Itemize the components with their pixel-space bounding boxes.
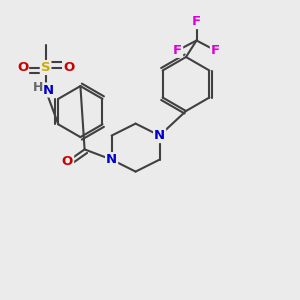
Text: N: N [106,153,117,166]
Text: O: O [63,61,74,74]
Text: F: F [211,44,220,57]
Text: N: N [43,83,54,97]
Text: S: S [41,61,50,74]
Text: F: F [173,44,182,57]
Text: H: H [33,81,43,94]
Text: O: O [62,155,73,168]
Text: F: F [192,15,201,28]
Text: O: O [17,61,28,74]
Text: N: N [154,129,165,142]
